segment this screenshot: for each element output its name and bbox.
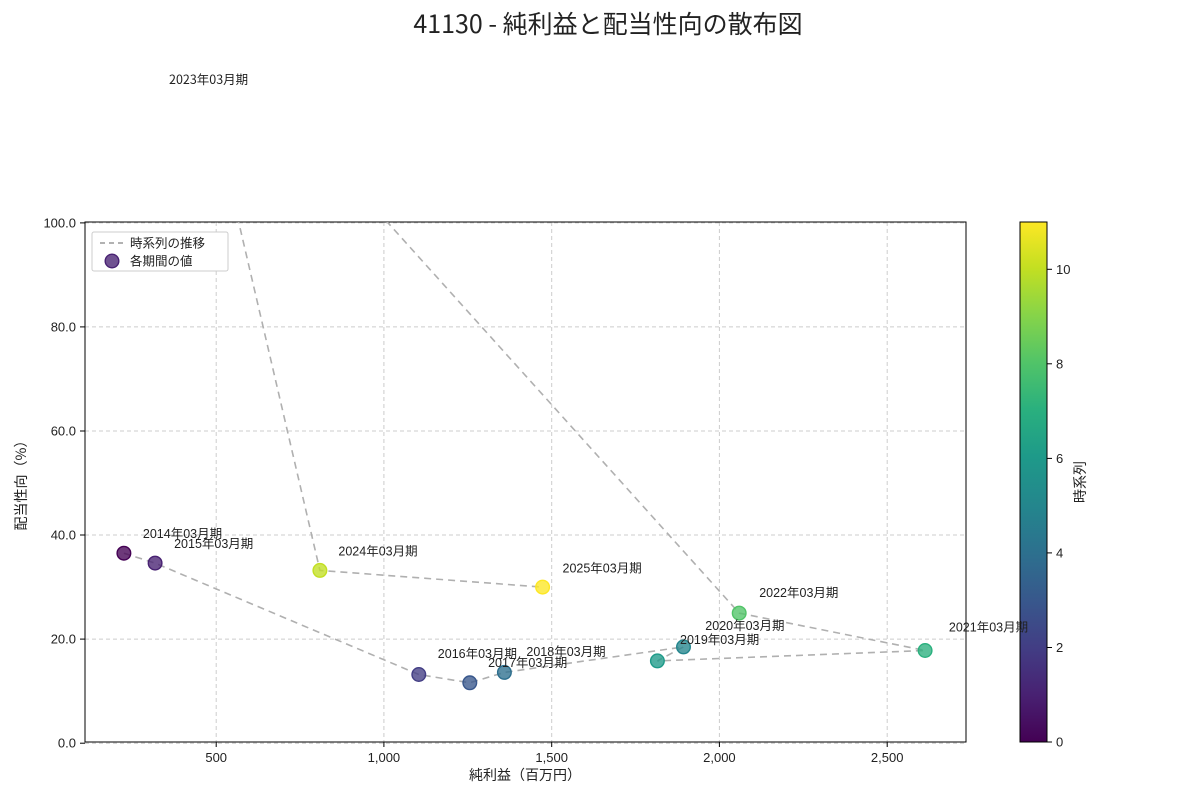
svg-text:配当性向（%）: 配当性向（%）	[11, 434, 31, 531]
svg-text:2022年03月期: 2022年03月期	[759, 586, 838, 600]
svg-text:40.0: 40.0	[51, 528, 76, 543]
svg-text:2020年03月期: 2020年03月期	[705, 619, 784, 633]
svg-text:2021年03月期: 2021年03月期	[949, 621, 1028, 635]
svg-text:0: 0	[1056, 735, 1063, 750]
svg-text:20.0: 20.0	[51, 632, 76, 647]
svg-text:10: 10	[1056, 262, 1070, 277]
svg-text:1,000: 1,000	[368, 750, 401, 765]
svg-text:2015年03月期: 2015年03月期	[174, 537, 253, 551]
svg-text:2025年03月期: 2025年03月期	[563, 562, 642, 576]
svg-text:2018年03月期: 2018年03月期	[526, 645, 605, 659]
svg-text:4: 4	[1056, 545, 1063, 560]
svg-text:時系列の推移: 時系列の推移	[130, 233, 206, 252]
svg-text:6: 6	[1056, 451, 1063, 466]
svg-text:0.0: 0.0	[58, 736, 76, 751]
svg-text:1,500: 1,500	[535, 750, 568, 765]
svg-text:2023年03月期: 2023年03月期	[169, 69, 248, 88]
svg-text:2,000: 2,000	[703, 750, 736, 765]
svg-text:8: 8	[1056, 356, 1063, 371]
svg-text:純利益（百万円）: 純利益（百万円）	[469, 765, 581, 785]
svg-text:60.0: 60.0	[51, 424, 76, 439]
svg-text:2024年03月期: 2024年03月期	[338, 545, 417, 559]
svg-text:時系列: 時系列	[1070, 461, 1090, 503]
svg-text:80.0: 80.0	[51, 319, 76, 334]
svg-text:2,500: 2,500	[871, 750, 904, 765]
svg-text:500: 500	[205, 750, 227, 765]
svg-text:2019年03月期: 2019年03月期	[680, 633, 759, 647]
svg-text:41130 - 純利益と配当性向の散布図: 41130 - 純利益と配当性向の散布図	[413, 5, 802, 41]
svg-text:2: 2	[1056, 640, 1063, 655]
svg-text:100.0: 100.0	[43, 215, 76, 230]
svg-text:各期間の値: 各期間の値	[130, 251, 193, 270]
